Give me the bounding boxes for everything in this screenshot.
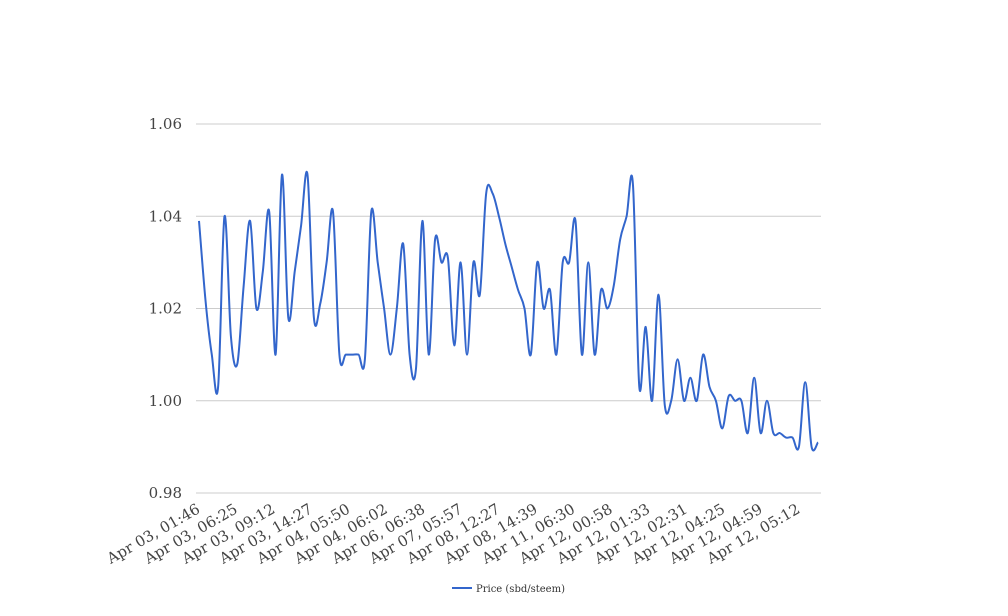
- series-lines: [198, 170, 819, 452]
- y-tick-label: 1.00: [149, 392, 182, 410]
- y-tick-label: 1.06: [149, 115, 182, 133]
- y-tick-label: 1.04: [149, 207, 182, 225]
- series-line-price: [198, 170, 819, 452]
- legend[interactable]: Price (sbd/steem): [452, 584, 565, 595]
- y-tick-label: 0.98: [149, 484, 182, 502]
- y-axis-ticks: 0.98 1.00 1.02 1.04 1.06: [149, 115, 182, 502]
- grid-lines: [196, 123, 821, 494]
- y-tick-label: 1.02: [149, 300, 182, 318]
- legend-label: Price (sbd/steem): [476, 584, 565, 595]
